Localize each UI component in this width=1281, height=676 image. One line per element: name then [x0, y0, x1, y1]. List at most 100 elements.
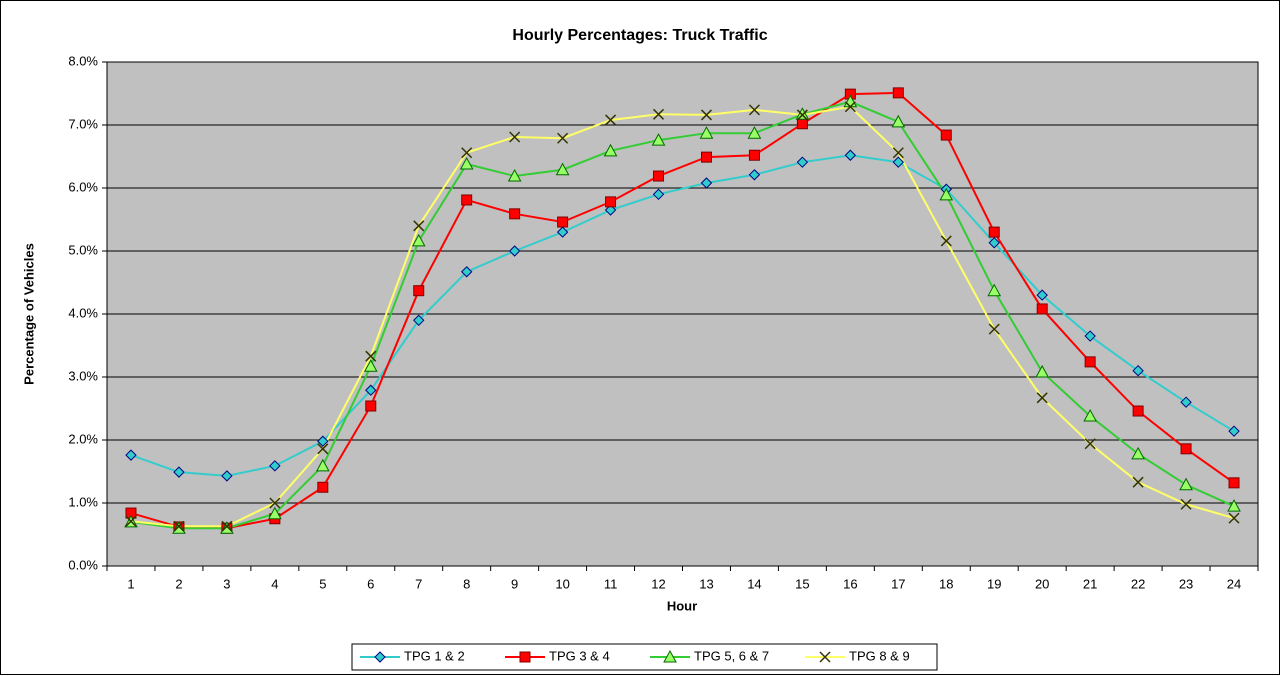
data-point — [269, 460, 281, 472]
x-tick-label: 2 — [175, 576, 182, 591]
data-point — [221, 520, 233, 532]
data-point — [1228, 512, 1240, 524]
data-point — [317, 443, 329, 455]
data-point — [1036, 392, 1048, 404]
data-point — [1180, 498, 1192, 510]
data-point — [987, 283, 1002, 297]
series-line — [130, 91, 1235, 530]
data-point — [1132, 405, 1144, 417]
x-tick-label: 19 — [987, 576, 1001, 591]
data-point — [461, 194, 473, 206]
data-point — [508, 245, 521, 257]
x-tick-label: 8 — [463, 576, 470, 591]
data-point — [796, 109, 808, 121]
y-tick-label: 6.0% — [68, 179, 98, 194]
data-point — [460, 266, 473, 278]
data-point — [700, 109, 713, 121]
data-point — [1131, 446, 1145, 460]
data-point — [1228, 425, 1240, 437]
data-point — [891, 114, 906, 128]
x-tick-label: 12 — [651, 576, 665, 591]
data-point — [988, 226, 1000, 238]
data-point — [653, 170, 665, 182]
y-tick-label: 8.0% — [68, 53, 98, 68]
x-tick-label: 9 — [511, 576, 518, 591]
data-point — [365, 350, 377, 362]
legend-marker — [519, 651, 531, 663]
data-point — [1132, 364, 1144, 377]
x-tick-label: 24 — [1227, 576, 1241, 591]
data-point — [221, 470, 233, 482]
data-point — [557, 132, 569, 144]
data-point — [699, 126, 714, 139]
data-point — [1036, 303, 1048, 315]
data-point — [940, 129, 952, 141]
x-tick-label: 20 — [1035, 576, 1049, 591]
data-point — [220, 521, 234, 534]
x-tick-label: 5 — [319, 576, 326, 591]
x-tick-label: 23 — [1179, 576, 1193, 591]
legend-marker — [663, 649, 677, 663]
data-point — [796, 156, 809, 168]
y-tick-label: 2.0% — [68, 431, 98, 446]
legend-label: TPG 5, 6 & 7 — [694, 648, 769, 663]
data-point — [555, 162, 570, 176]
series-line — [130, 154, 1235, 477]
data-point — [1228, 477, 1240, 489]
x-tick-label: 16 — [843, 576, 857, 591]
series-line — [130, 105, 1235, 528]
x-tick-label: 18 — [939, 576, 953, 591]
x-tick-label: 10 — [555, 576, 569, 591]
data-point — [507, 168, 522, 182]
data-point — [1084, 330, 1096, 342]
data-point — [796, 118, 808, 130]
data-point — [1083, 409, 1097, 422]
data-point — [940, 235, 952, 247]
data-point — [413, 285, 425, 297]
data-point — [1179, 477, 1193, 491]
data-point — [700, 177, 713, 189]
data-point — [748, 104, 760, 116]
data-point — [268, 506, 282, 520]
data-point — [173, 466, 185, 478]
data-point — [747, 126, 762, 139]
data-point — [172, 521, 186, 534]
data-point — [363, 359, 378, 372]
data-point — [652, 108, 665, 120]
x-tick-label: 7 — [415, 576, 422, 591]
data-point — [557, 216, 569, 228]
y-tick-label: 4.0% — [68, 305, 98, 320]
data-point — [411, 233, 426, 247]
data-point — [461, 147, 473, 159]
data-point — [125, 515, 137, 527]
data-point — [652, 188, 665, 201]
data-point — [556, 226, 569, 238]
data-point — [365, 384, 377, 396]
data-point — [509, 208, 521, 220]
data-point — [892, 147, 904, 159]
legend-label: TPG 1 & 2 — [404, 648, 465, 663]
y-tick-label: 7.0% — [68, 116, 98, 131]
data-point — [1180, 396, 1192, 408]
data-point — [1084, 438, 1096, 450]
data-point — [605, 114, 617, 126]
data-point — [413, 220, 425, 232]
data-point — [651, 133, 666, 146]
data-point — [459, 157, 474, 170]
data-point — [988, 323, 1000, 335]
data-point — [700, 151, 712, 163]
data-point — [509, 131, 521, 143]
data-point — [365, 400, 377, 412]
data-point — [315, 458, 330, 472]
data-point — [748, 169, 761, 181]
y-tick-label: 3.0% — [68, 368, 98, 383]
data-point — [892, 156, 905, 168]
x-tick-label: 22 — [1131, 576, 1145, 591]
data-point — [795, 107, 810, 120]
x-tick-label: 15 — [795, 576, 809, 591]
data-point — [1180, 443, 1192, 455]
data-point — [317, 481, 329, 493]
data-point — [1227, 499, 1241, 512]
x-tick-label: 6 — [367, 576, 374, 591]
data-point — [413, 314, 425, 327]
